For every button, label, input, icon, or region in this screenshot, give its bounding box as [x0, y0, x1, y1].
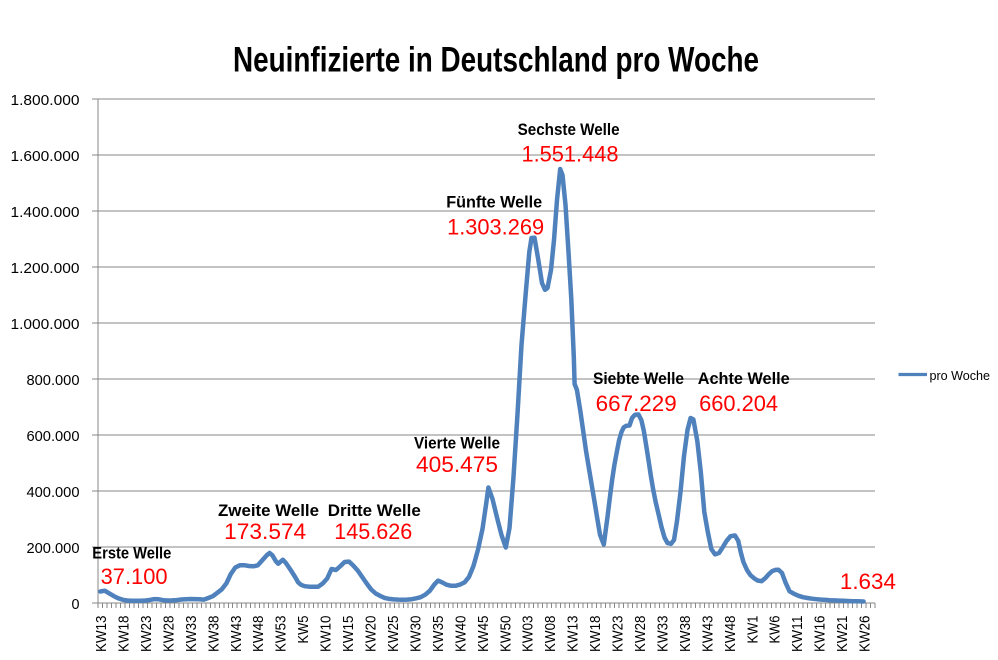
svg-text:KW08: KW08 — [543, 615, 559, 652]
svg-text:173.574: 173.574 — [224, 519, 306, 544]
svg-text:KW1: KW1 — [745, 615, 761, 643]
svg-text:KW25: KW25 — [386, 615, 402, 652]
svg-text:KW33: KW33 — [656, 615, 672, 652]
svg-text:1.634: 1.634 — [840, 569, 896, 594]
svg-text:37.100: 37.100 — [101, 564, 168, 589]
svg-text:KW48: KW48 — [251, 615, 267, 652]
svg-text:Vierte Welle: Vierte Welle — [414, 434, 500, 453]
svg-text:0: 0 — [71, 597, 79, 613]
svg-text:KW6: KW6 — [768, 615, 784, 643]
svg-text:800.000: 800.000 — [27, 373, 80, 389]
svg-text:Zweite Welle: Zweite Welle — [218, 501, 319, 520]
svg-text:KW33: KW33 — [184, 615, 200, 652]
svg-text:Achte Welle: Achte Welle — [698, 369, 790, 388]
svg-text:KW21: KW21 — [835, 615, 851, 652]
svg-text:KW18: KW18 — [117, 615, 133, 652]
svg-text:1.000.000: 1.000.000 — [11, 317, 80, 333]
svg-text:KW38: KW38 — [678, 615, 694, 652]
svg-text:KW20: KW20 — [364, 615, 380, 652]
svg-text:200.000: 200.000 — [27, 541, 80, 557]
svg-text:Fünfte Welle: Fünfte Welle — [446, 192, 542, 211]
svg-text:KW10: KW10 — [319, 615, 335, 652]
svg-text:KW40: KW40 — [453, 615, 469, 652]
svg-text:145.626: 145.626 — [334, 519, 412, 544]
svg-text:Siebte Welle: Siebte Welle — [593, 369, 684, 388]
svg-text:KW03: KW03 — [521, 615, 537, 652]
svg-text:1.200.000: 1.200.000 — [11, 261, 80, 277]
svg-text:KW5: KW5 — [296, 615, 312, 643]
svg-text:1.303.269: 1.303.269 — [447, 215, 544, 240]
svg-text:KW23: KW23 — [611, 615, 627, 652]
svg-text:400.000: 400.000 — [27, 485, 80, 501]
svg-text:KW15: KW15 — [341, 615, 357, 652]
svg-text:KW53: KW53 — [274, 615, 290, 652]
svg-text:KW13: KW13 — [566, 615, 582, 652]
svg-text:KW43: KW43 — [229, 615, 245, 652]
svg-text:Sechste Welle: Sechste Welle — [518, 120, 620, 139]
svg-text:KW35: KW35 — [431, 615, 447, 652]
svg-text:KW45: KW45 — [476, 615, 492, 652]
svg-text:1.400.000: 1.400.000 — [11, 205, 80, 221]
svg-text:KW43: KW43 — [700, 615, 716, 652]
svg-text:1.800.000: 1.800.000 — [11, 93, 80, 109]
svg-text:Neuinfizierte in Deutschland p: Neuinfizierte in Deutschland pro Woche — [233, 40, 759, 80]
svg-text:KW18: KW18 — [588, 615, 604, 652]
svg-text:KW30: KW30 — [408, 615, 424, 652]
svg-text:1.600.000: 1.600.000 — [11, 149, 80, 165]
svg-text:667.229: 667.229 — [596, 391, 677, 416]
svg-text:660.204: 660.204 — [699, 391, 778, 416]
svg-text:pro Woche: pro Woche — [930, 368, 991, 383]
svg-text:KW28: KW28 — [161, 615, 177, 652]
svg-text:KW28: KW28 — [633, 615, 649, 652]
svg-text:KW26: KW26 — [858, 615, 874, 652]
svg-text:KW13: KW13 — [94, 615, 110, 652]
svg-text:KW38: KW38 — [206, 615, 222, 652]
svg-text:KW11: KW11 — [790, 615, 806, 652]
svg-text:KW23: KW23 — [139, 615, 155, 652]
svg-text:600.000: 600.000 — [27, 429, 80, 445]
svg-text:KW48: KW48 — [723, 615, 739, 652]
svg-text:Dritte Welle: Dritte Welle — [328, 501, 421, 520]
svg-text:405.475: 405.475 — [416, 452, 498, 477]
svg-text:1.551.448: 1.551.448 — [522, 141, 619, 166]
svg-text:Erste Welle: Erste Welle — [92, 544, 171, 563]
svg-text:KW50: KW50 — [498, 615, 514, 652]
svg-text:KW16: KW16 — [813, 615, 829, 652]
